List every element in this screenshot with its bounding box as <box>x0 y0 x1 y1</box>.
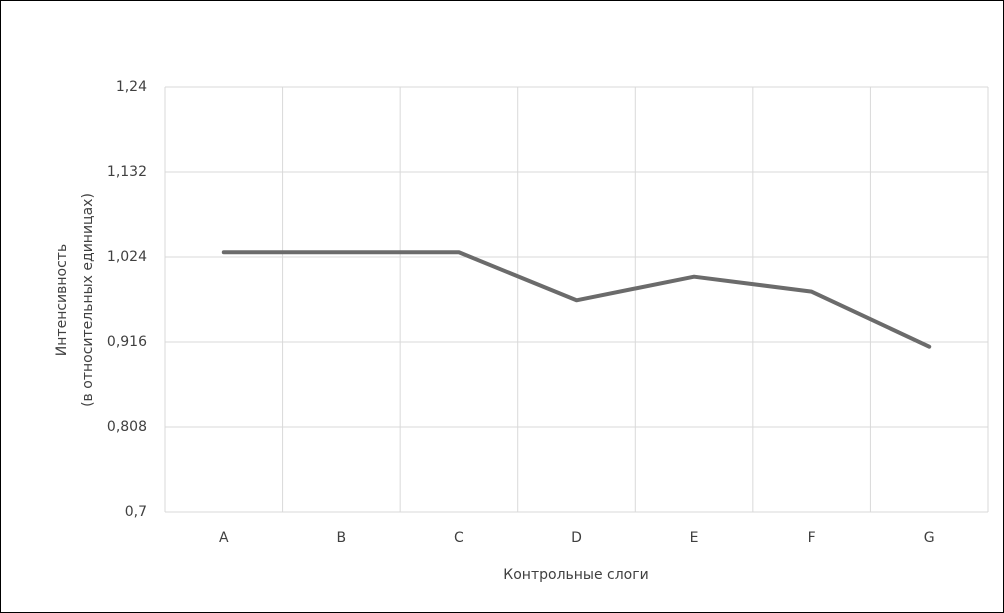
y-axis-title: Интенсивность <box>54 244 70 356</box>
y-tick-label: 1,024 <box>107 249 147 265</box>
y-tick-label: 0,7 <box>125 504 147 520</box>
y-tick-label: 1,24 <box>116 79 147 95</box>
x-tick-label: G <box>924 530 935 546</box>
x-tick-label: B <box>337 530 347 546</box>
x-tick-label: A <box>219 530 229 546</box>
y-tick-label: 0,916 <box>107 334 147 350</box>
x-tick-label: C <box>454 530 464 546</box>
data-line <box>221 250 932 349</box>
y-tick-label: 0,808 <box>107 419 147 435</box>
y-axis-title: (в относительных единицах) <box>80 193 96 407</box>
x-tick-label: D <box>571 530 582 546</box>
x-tick-label: E <box>690 530 699 546</box>
y-tick-label: 1,132 <box>107 164 147 180</box>
x-axis-title: Контрольные слоги <box>503 567 648 583</box>
x-tick-label: F <box>808 530 816 546</box>
